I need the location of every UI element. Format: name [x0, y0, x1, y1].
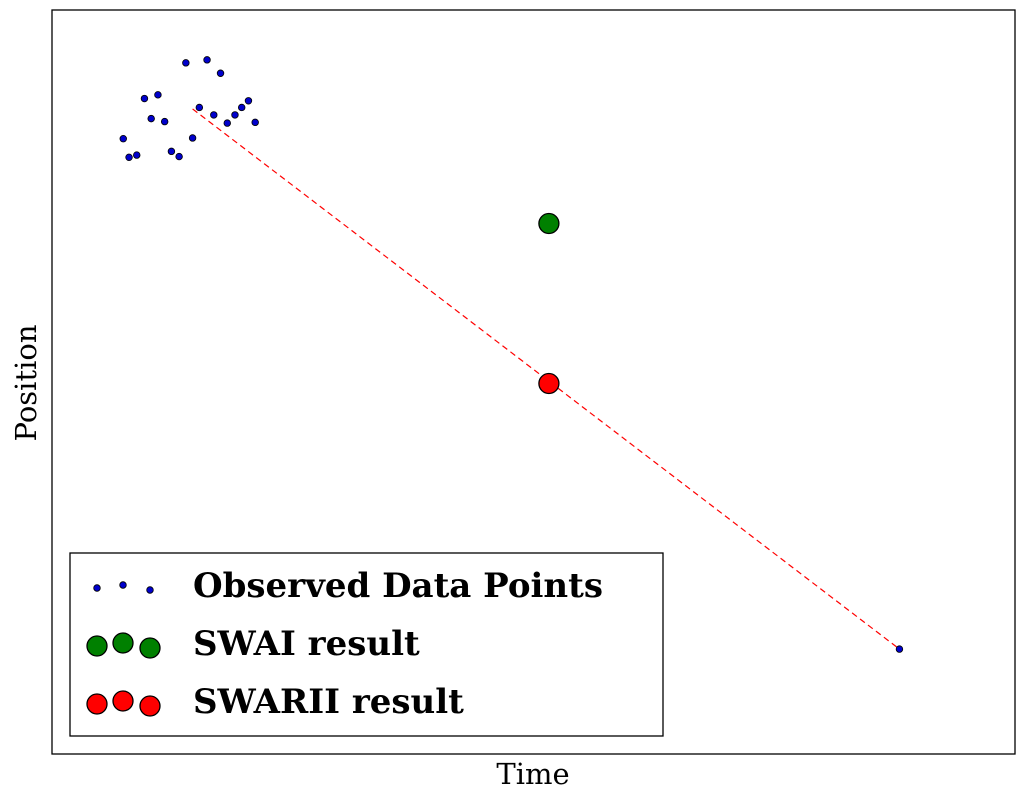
data-point-series0-3: [140, 94, 149, 103]
data-point-series0-4: [147, 114, 155, 123]
legend-marker-2-0: [86, 693, 108, 715]
data-point-series0-11: [195, 103, 204, 112]
legend-label-swarii: SWARII result: [193, 682, 464, 722]
data-point-series0-14: [216, 69, 225, 77]
data-point-series1-0: [538, 212, 560, 235]
data-point-series0-9: [182, 59, 190, 67]
legend-marker-2-1: [112, 690, 134, 712]
legend-label-swai: SWAI result: [193, 624, 420, 664]
x-axis-label: Time: [496, 757, 569, 791]
legend-marker-1-2: [139, 637, 161, 659]
data-point-series0-17: [238, 103, 246, 112]
legend-box: [69, 552, 664, 737]
legend-marker-0-0: [93, 584, 101, 592]
data-point-series0-19: [251, 118, 259, 127]
data-point-series0-2: [133, 151, 141, 159]
legend-marker-0-1: [119, 581, 127, 589]
data-point-series0-13: [210, 111, 218, 119]
legend: Observed Data Points SWAI result SWARII …: [69, 552, 664, 737]
data-point-series2-0: [538, 372, 560, 395]
legend-markers: [86, 581, 161, 717]
data-point-series0-15: [223, 119, 231, 127]
data-point-series0-6: [160, 117, 169, 126]
legend-marker-2-2: [139, 695, 161, 717]
data-point-series0-12: [203, 56, 211, 64]
data-point-series0-0: [119, 135, 127, 143]
data-point-series0-1: [125, 153, 133, 162]
data-point-series0-5: [154, 91, 162, 99]
data-point-series0-10: [188, 134, 197, 142]
data-points-layer: [119, 56, 904, 653]
legend-label-observed: Observed Data Points: [193, 566, 603, 606]
data-point-series0-16: [231, 111, 239, 119]
data-point-series0-7: [167, 147, 176, 156]
y-axis-label: Position: [9, 324, 43, 441]
legend-marker-1-1: [112, 632, 134, 654]
legend-marker-1-0: [86, 635, 108, 657]
data-point-series0-8: [175, 152, 183, 161]
legend-marker-0-2: [146, 586, 154, 594]
data-point-series0-18: [244, 97, 253, 105]
data-point-series0-20: [895, 645, 904, 653]
